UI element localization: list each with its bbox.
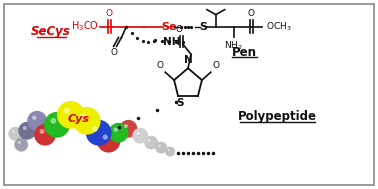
Circle shape [103, 134, 108, 140]
Circle shape [51, 118, 56, 124]
Circle shape [124, 124, 128, 128]
Circle shape [27, 111, 47, 131]
Circle shape [8, 127, 22, 141]
Circle shape [144, 136, 158, 149]
Circle shape [64, 108, 70, 114]
Circle shape [57, 101, 85, 129]
Circle shape [108, 123, 129, 143]
Circle shape [14, 138, 28, 152]
Text: S: S [199, 22, 207, 32]
Circle shape [18, 141, 21, 144]
Circle shape [12, 130, 15, 133]
Circle shape [32, 116, 37, 120]
Text: O: O [156, 61, 163, 70]
Circle shape [86, 120, 112, 146]
Circle shape [158, 145, 161, 147]
Circle shape [80, 114, 86, 120]
Text: OCH$_3$: OCH$_3$ [266, 20, 292, 33]
Circle shape [168, 149, 170, 151]
Circle shape [23, 126, 27, 130]
Circle shape [97, 129, 121, 153]
Text: N: N [184, 55, 192, 65]
Text: O: O [175, 26, 183, 34]
Text: Cys: Cys [68, 114, 90, 124]
Circle shape [92, 126, 98, 132]
Circle shape [155, 142, 167, 154]
Circle shape [119, 120, 137, 138]
Circle shape [136, 132, 140, 135]
Circle shape [18, 122, 36, 140]
Circle shape [132, 128, 148, 144]
Text: O: O [105, 9, 112, 18]
Circle shape [44, 112, 70, 138]
Circle shape [73, 107, 101, 135]
Text: O: O [213, 61, 220, 70]
Circle shape [165, 147, 175, 156]
Text: S: S [176, 98, 184, 108]
Circle shape [148, 139, 151, 142]
Text: O: O [110, 48, 117, 57]
Text: H$_3$CO: H$_3$CO [71, 20, 99, 33]
Text: Se: Se [161, 22, 177, 32]
Text: O: O [247, 9, 254, 18]
Circle shape [40, 129, 44, 134]
Text: Polypeptide: Polypeptide [238, 110, 317, 123]
Circle shape [113, 128, 118, 132]
Text: SeCys: SeCys [31, 25, 71, 38]
Text: NH$_2$: NH$_2$ [225, 40, 243, 52]
Circle shape [34, 124, 56, 146]
Text: Pen: Pen [232, 46, 257, 59]
Text: NH: NH [163, 37, 181, 47]
